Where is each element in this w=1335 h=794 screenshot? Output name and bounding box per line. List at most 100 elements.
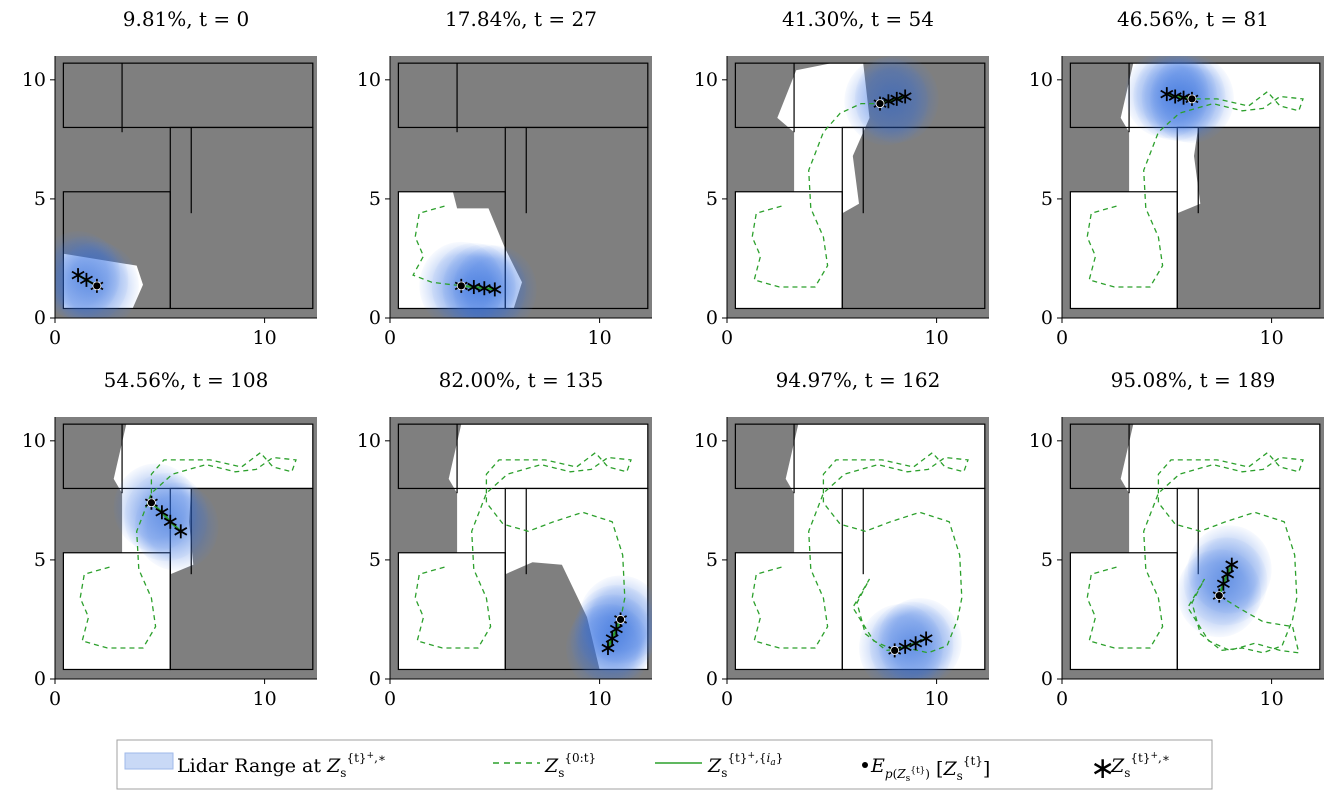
panel-7: 0 10 0 5 10 94.97%, t = 162 — [694, 368, 989, 710]
room-wall-3 — [1176, 487, 1321, 671]
panel-plot-area — [1069, 423, 1321, 671]
plan-marker-3 — [890, 91, 904, 106]
y-tick-label: 5 — [34, 188, 46, 210]
x-tick-label: 0 — [49, 688, 61, 710]
plan-marker-3 — [605, 631, 619, 646]
history-path — [412, 205, 462, 287]
y-tick-label: 10 — [357, 69, 381, 91]
x-tick-label: 0 — [384, 327, 396, 349]
legend-marker-star: ∗ — [1090, 751, 1115, 786]
y-tick-label: 5 — [706, 549, 718, 571]
plan-marker-3 — [909, 636, 923, 651]
y-tick-label: 5 — [369, 188, 381, 210]
panel-title: 41.30%, t = 54 — [782, 7, 934, 31]
panel-title: 54.56%, t = 108 — [104, 368, 269, 392]
explored-region — [1070, 63, 1320, 309]
plan-marker-2 — [609, 621, 623, 636]
panel-plot-area — [397, 423, 652, 679]
plan-marker-2 — [1216, 576, 1230, 591]
y-tick-label: 10 — [1029, 69, 1053, 91]
expected-position — [616, 615, 625, 624]
legend-history-label: Zs{0:t} — [544, 751, 596, 780]
legend-marker-label: Zs{t}+,∗ — [1110, 751, 1170, 780]
x-tick-label: 10 — [925, 327, 949, 349]
plan-marker-2 — [467, 280, 481, 295]
expected-position — [456, 281, 466, 291]
lidar-range-4 — [452, 245, 537, 318]
x-tick-label: 10 — [253, 688, 277, 710]
legend: Lidar Range at Zs{t}+,∗ Zs{0:t} Zs{t}+,{… — [116, 739, 1213, 790]
room-wall-3 — [169, 487, 314, 671]
panel-title: 94.97%, t = 162 — [776, 368, 941, 392]
y-tick-label: 5 — [1041, 188, 1053, 210]
y-tick-label: 10 — [694, 69, 718, 91]
panel-6: 0 10 0 5 10 82.00%, t = 135 — [357, 368, 652, 710]
panel-title: 17.84%, t = 27 — [445, 7, 597, 31]
lidar-range-4 — [578, 575, 652, 664]
plan-path — [461, 284, 495, 291]
expected-position — [875, 99, 885, 109]
history-path — [1086, 451, 1304, 654]
legend-lidar-label: Lidar Range at Zs{t}+,∗ — [177, 751, 386, 780]
plan-marker-3 — [1168, 89, 1182, 104]
y-tick-label: 5 — [1041, 549, 1053, 571]
room-wall-3 — [504, 126, 649, 310]
x-tick-label: 10 — [588, 688, 612, 710]
y-tick-label: 5 — [706, 188, 718, 210]
panel-2: 0 10 0 5 10 17.84%, t = 27 — [357, 7, 652, 349]
x-tick-label: 10 — [253, 327, 277, 349]
plan-marker-2 — [898, 639, 912, 654]
panel-plot-area — [55, 62, 314, 318]
x-tick-label: 0 — [721, 688, 733, 710]
room-wall-3 — [169, 126, 314, 310]
plan-path — [150, 501, 182, 533]
x-tick-label: 0 — [1056, 688, 1068, 710]
plan-marker-3 — [163, 514, 177, 529]
legend-expected-label: Ep(Zs{t}) [Zs{t}] — [870, 754, 990, 784]
legend-frame — [116, 739, 1213, 790]
expected-position — [890, 646, 900, 655]
y-tick-label: 0 — [1041, 307, 1053, 329]
x-tick-label: 10 — [925, 688, 949, 710]
panel-4: 0 10 0 5 10 46.56%, t = 81 — [1029, 7, 1324, 349]
plan-marker-3 — [1221, 567, 1235, 582]
plan-marker-4 — [919, 631, 933, 646]
plan-marker-2 — [79, 272, 93, 287]
panel-title: 95.08%, t = 189 — [1111, 368, 1276, 392]
y-tick-label: 10 — [22, 430, 46, 452]
x-tick-label: 10 — [588, 327, 612, 349]
y-tick-label: 10 — [694, 430, 718, 452]
expected-position — [92, 281, 102, 291]
y-tick-label: 10 — [1029, 430, 1053, 452]
y-tick-label: 0 — [34, 668, 46, 690]
expected-position — [147, 498, 156, 508]
y-tick-label: 10 — [357, 430, 381, 452]
panels: 0 10 0 5 10 9.81%, t = 0 0 10 0 5 10 17.84%, t = 27… — [22, 7, 1324, 710]
plan-marker-4 — [1225, 557, 1239, 572]
plan-marker-4 — [1160, 87, 1174, 102]
y-tick-label: 0 — [706, 307, 718, 329]
lidar-range-3 — [877, 598, 962, 679]
y-tick-label: 10 — [22, 69, 46, 91]
history-path — [1086, 90, 1304, 288]
plan-marker-4 — [174, 524, 188, 539]
expected-position — [1187, 94, 1197, 104]
expected-position — [1214, 591, 1224, 601]
plan-marker-3 — [477, 281, 491, 296]
plan-path — [1218, 564, 1233, 596]
explored-region — [735, 63, 870, 309]
plan-marker-2 — [155, 505, 169, 520]
y-tick-label: 5 — [34, 549, 46, 571]
x-tick-label: 0 — [384, 688, 396, 710]
y-tick-label: 0 — [34, 307, 46, 329]
room-wall-3 — [1176, 126, 1321, 310]
history-path — [751, 102, 880, 288]
panel-plot-area — [734, 423, 986, 679]
x-tick-label: 10 — [1260, 688, 1284, 710]
plan-marker-4 — [601, 641, 615, 656]
y-tick-label: 0 — [706, 668, 718, 690]
y-tick-label: 5 — [369, 549, 381, 571]
x-tick-label: 0 — [1056, 327, 1068, 349]
plan-marker-4 — [488, 282, 502, 297]
